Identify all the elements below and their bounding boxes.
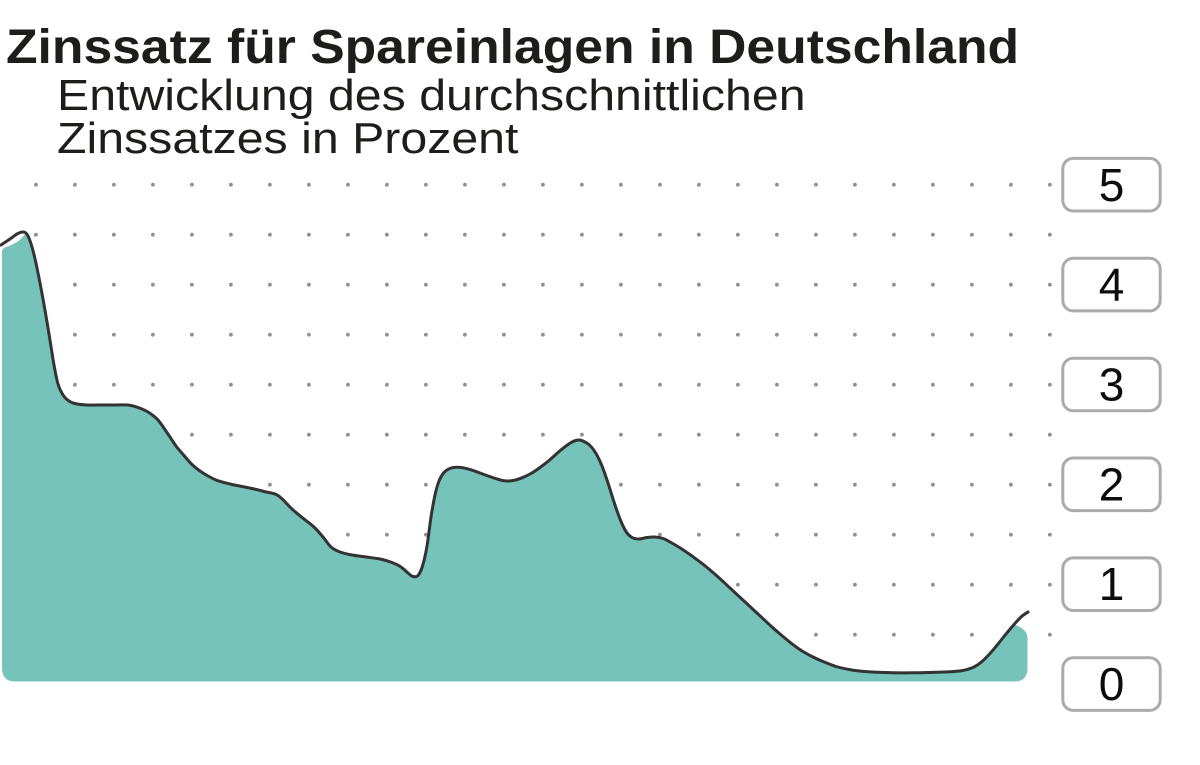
svg-text:0: 0 (1099, 658, 1125, 710)
svg-text:1: 1 (1099, 558, 1125, 610)
svg-text:3: 3 (1099, 359, 1125, 411)
svg-text:4: 4 (1099, 259, 1125, 311)
svg-text:2: 2 (1099, 458, 1125, 510)
svg-text:5: 5 (1099, 159, 1125, 211)
